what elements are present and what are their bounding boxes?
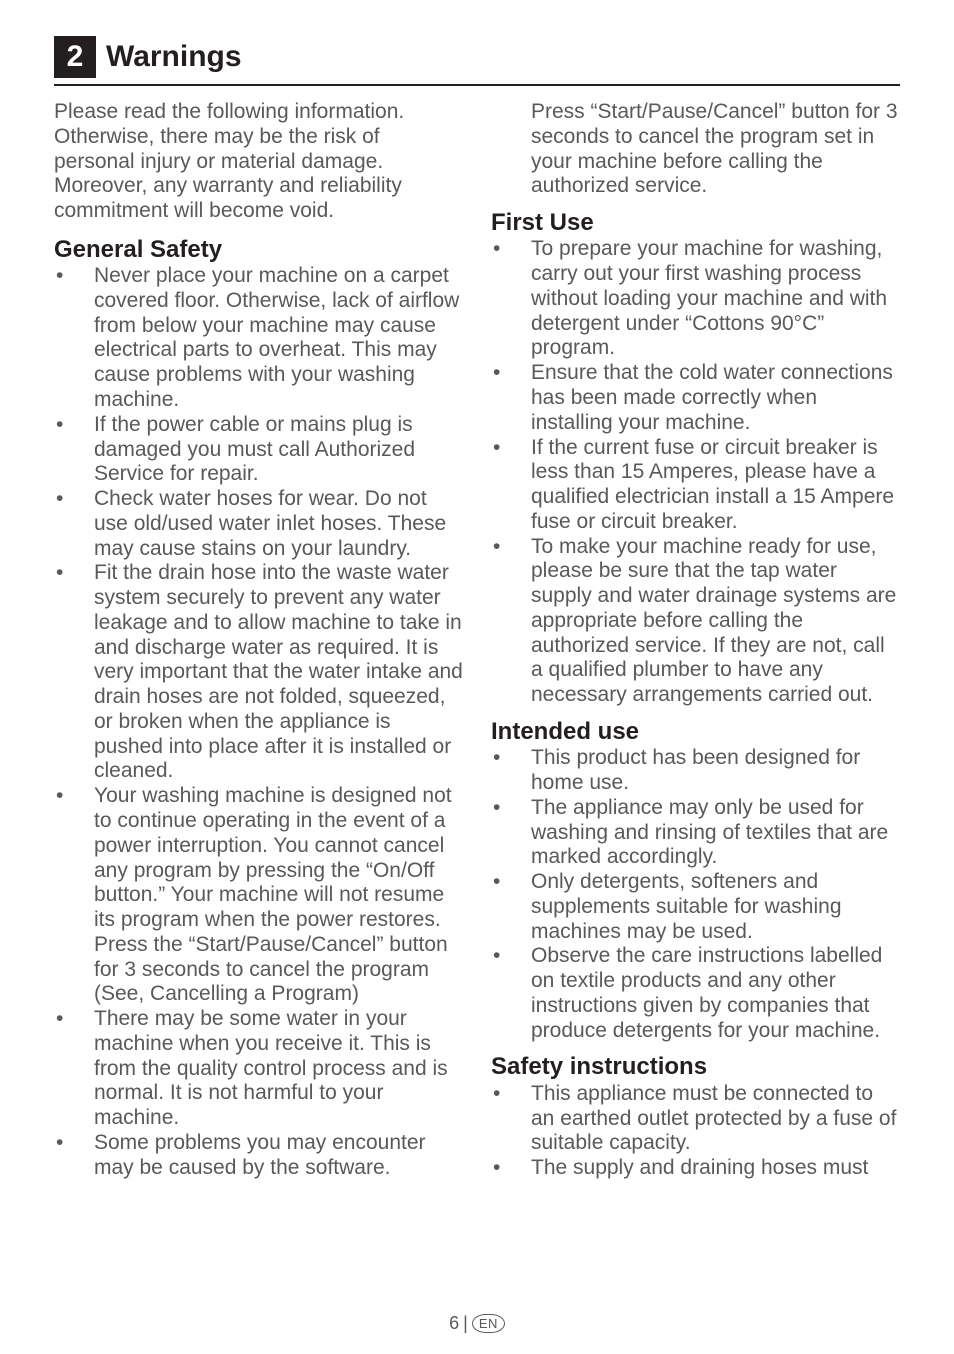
footer-separator: | [463,1313,468,1334]
heading-rule [54,84,900,86]
list-item: Never place your machine on a carpet cov… [54,264,463,413]
chapter-number-badge: 2 [54,36,96,78]
safety-instructions-list: This appliance must be connected to an e… [491,1082,900,1181]
safety-instructions-heading: Safety instructions [491,1053,900,1081]
list-item: Check water hoses for wear. Do not use o… [54,487,463,561]
list-item: The supply and draining hoses must [491,1156,900,1181]
general-safety-heading: General Safety [54,236,463,264]
list-item: To prepare your machine for washing, car… [491,237,900,361]
right-column: Press “Start/Pause/Cancel” button for 3 … [491,100,900,1181]
list-item: Observe the care instructions labelled o… [491,944,900,1043]
page-footer: 6 | EN [0,1313,954,1334]
intended-use-heading: Intended use [491,718,900,746]
list-item: If the current fuse or circuit breaker i… [491,436,900,535]
page-number: 6 [449,1313,459,1334]
list-item: Some problems you may encounter may be c… [54,1131,463,1181]
general-safety-list: Never place your machine on a carpet cov… [54,264,463,1180]
left-column: Please read the following information. O… [54,100,463,1181]
chapter-heading: 2 Warnings [54,36,900,78]
intro-paragraph: Please read the following information. O… [54,100,463,224]
list-item: The appliance may only be used for washi… [491,796,900,870]
list-item: Ensure that the cold water connections h… [491,361,900,435]
list-item: Fit the drain hose into the waste water … [54,561,463,784]
list-item: This product has been designed for home … [491,746,900,796]
list-item: This appliance must be connected to an e… [491,1082,900,1156]
first-use-list: To prepare your machine for washing, car… [491,237,900,708]
intended-use-list: This product has been designed for home … [491,746,900,1043]
first-use-heading: First Use [491,209,900,237]
list-item: To make your machine ready for use, plea… [491,535,900,708]
list-item: If the power cable or mains plug is dama… [54,413,463,487]
chapter-title: Warnings [106,40,242,74]
continuation-paragraph: Press “Start/Pause/Cancel” button for 3 … [491,100,900,199]
language-badge: EN [472,1314,505,1333]
list-item: Your washing machine is designed not to … [54,784,463,1007]
list-item: Only detergents, softeners and supplemen… [491,870,900,944]
list-item: There may be some water in your machine … [54,1007,463,1131]
two-column-layout: Please read the following information. O… [54,100,900,1181]
